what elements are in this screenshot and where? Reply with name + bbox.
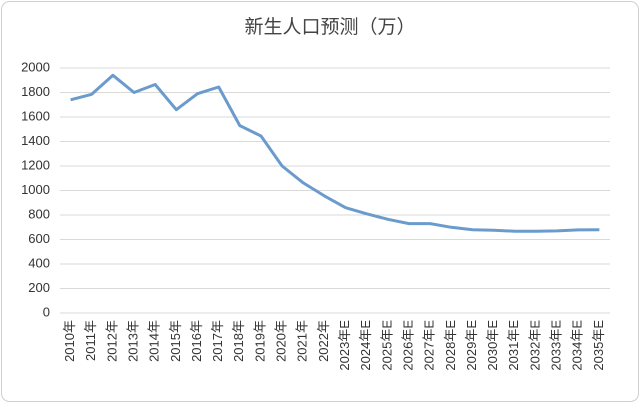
- x-tick-label: 2022年: [316, 320, 331, 362]
- y-tick-label: 2000: [21, 59, 50, 74]
- x-tick-label: 2017年: [210, 320, 225, 362]
- y-tick-label: 1800: [21, 84, 50, 99]
- x-tick-label: 2032年E: [527, 320, 542, 371]
- y-tick-label: 1400: [21, 133, 50, 148]
- x-tick-label: 2021年: [295, 320, 310, 362]
- x-tick-label: 2010年: [62, 320, 77, 362]
- x-tick-label: 2015年: [168, 320, 183, 362]
- x-tick-label: 2034年E: [570, 320, 585, 371]
- x-tick-label: 2025年E: [379, 320, 394, 371]
- x-tick-label: 2033年E: [549, 320, 564, 371]
- y-tick-label: 1000: [21, 182, 50, 197]
- y-tick-label: 400: [28, 255, 50, 270]
- x-tick-label: 2035年E: [591, 320, 606, 371]
- x-tick-label: 2031年E: [506, 320, 521, 371]
- x-tick-label: 2011年: [83, 320, 98, 361]
- x-tick-label: 2014年: [147, 320, 162, 362]
- x-tick-label: 2020年: [274, 320, 289, 362]
- y-tick-label: 200: [28, 280, 50, 295]
- y-tick-label: 600: [28, 231, 50, 246]
- x-tick-label: 2027年E: [422, 320, 437, 371]
- x-tick-label: 2016年: [189, 320, 204, 362]
- series-line: [70, 73, 600, 233]
- x-tick-label: 2012年: [104, 320, 119, 362]
- x-tick-label: 2018年: [231, 320, 246, 362]
- y-tick-label: 0: [43, 304, 50, 319]
- x-tick-label: 2024年E: [358, 320, 373, 371]
- y-tick-label: 800: [28, 206, 50, 221]
- x-tick-label: 2029年E: [464, 320, 479, 371]
- x-tick-label: 2013年: [125, 320, 140, 362]
- x-tick-label: 2019年: [252, 320, 267, 362]
- x-tick-label: 2028年E: [443, 320, 458, 371]
- y-tick-label: 1600: [21, 108, 50, 123]
- y-tick-label: 1200: [21, 157, 50, 172]
- x-tick-label: 2026年E: [400, 320, 415, 371]
- x-tick-label: 2023年E: [337, 320, 352, 371]
- x-tick-label: 2030年E: [485, 320, 500, 371]
- chart-title: 新生人口预测（万）: [244, 16, 415, 38]
